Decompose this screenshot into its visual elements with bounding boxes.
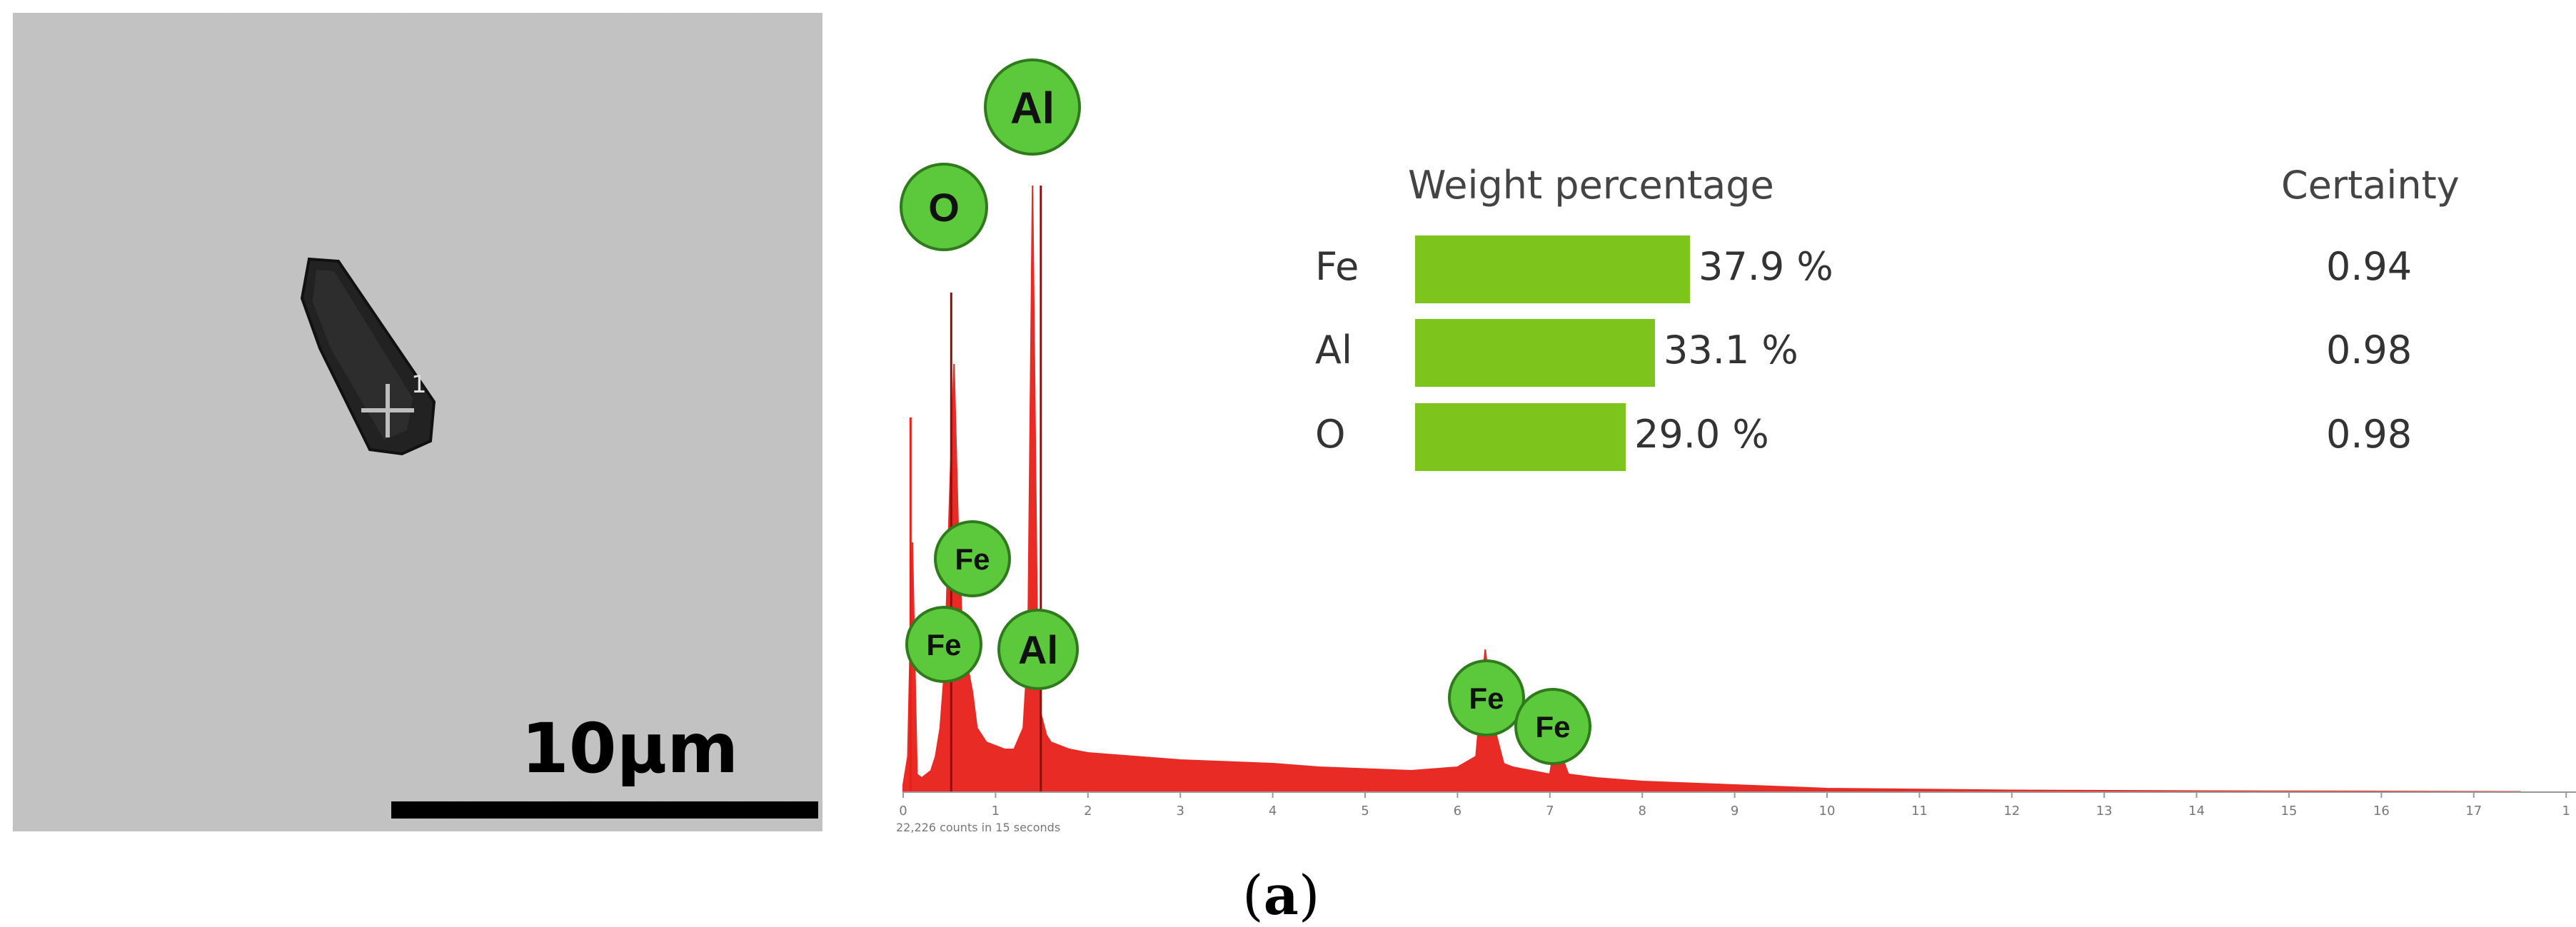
peak-label-circle [1448, 659, 1525, 736]
x-tick-label: 14 [2188, 804, 2205, 819]
scale-bar-label: 10μm [521, 709, 739, 789]
certainty-value: 0.94 [2326, 244, 2413, 289]
scale-bar [391, 801, 818, 819]
peak-label: Fe [1469, 682, 1504, 715]
peak-label-circle [984, 59, 1081, 156]
x-tick-label: 17 [2465, 804, 2482, 819]
peak-label-circle [997, 609, 1079, 690]
weight-value: 29.0 % [1634, 412, 1769, 457]
element-label: Al [1315, 328, 1352, 373]
peak-label-circle [934, 520, 1011, 597]
sem-image: 1 10μm [13, 13, 822, 831]
element-label: Fe [1315, 244, 1359, 289]
peak-label-circle [905, 606, 982, 683]
element-label: O [1315, 412, 1346, 457]
certainty-value: 0.98 [2326, 412, 2413, 457]
peak-label-circle [1514, 688, 1591, 765]
point-marker-label: 1 [411, 370, 427, 399]
peak-label-circle [900, 163, 988, 251]
x-tick-label: 7 [1546, 804, 1554, 819]
sem-micrograph: 1 [13, 13, 822, 831]
x-tick-label: 8 [1638, 804, 1646, 819]
x-tick-label: 1 [2562, 804, 2570, 819]
x-tick-label: 1 [992, 804, 1000, 819]
x-tick-label: 13 [2096, 804, 2113, 819]
x-tick-label: 12 [2003, 804, 2020, 819]
peak-label: Fe [955, 542, 990, 576]
x-tick-label: 15 [2281, 804, 2298, 819]
x-tick-label: 11 [1911, 804, 1928, 819]
peak-label: Fe [926, 628, 961, 662]
weight-value: 33.1 % [1664, 328, 1798, 373]
x-tick-label: 16 [2373, 804, 2390, 819]
x-tick-label: 3 [1176, 804, 1184, 819]
weight-bar [1415, 403, 1626, 471]
peak-label: O [928, 185, 960, 230]
x-tick-label: 4 [1269, 804, 1277, 819]
certainty-value: 0.98 [2326, 328, 2413, 373]
x-tick-label: 6 [1454, 804, 1461, 819]
weight-value: 37.9 % [1699, 244, 1833, 289]
weight-bar [1415, 235, 1690, 303]
weight-bar [1415, 319, 1655, 387]
peak-label: Fe [1535, 710, 1570, 744]
weight-percentage-header: Weight percentage [1408, 163, 1774, 208]
counts-annotation: 22,226 counts in 15 seconds [896, 821, 1060, 834]
x-tick-label: 5 [1361, 804, 1369, 819]
peak-label: Al [1010, 83, 1055, 133]
figure-caption: (a) [1242, 863, 1320, 927]
eds-spectrum-chart: 0 1 2 3 4 5 6 7 8 9 10 11 12 13 14 15 16 17 122,226 counts… [896, 59, 2576, 834]
x-tick-label: 10 [1819, 804, 1836, 819]
x-tick-label: 0 [899, 804, 907, 819]
point-marker [361, 384, 414, 437]
x-tick-label: 9 [1731, 804, 1739, 819]
certainty-header: Certainty [2281, 163, 2460, 208]
spectrum-series [902, 185, 2521, 793]
peak-label: Al [1018, 627, 1058, 672]
x-tick-label: 2 [1084, 804, 1092, 819]
